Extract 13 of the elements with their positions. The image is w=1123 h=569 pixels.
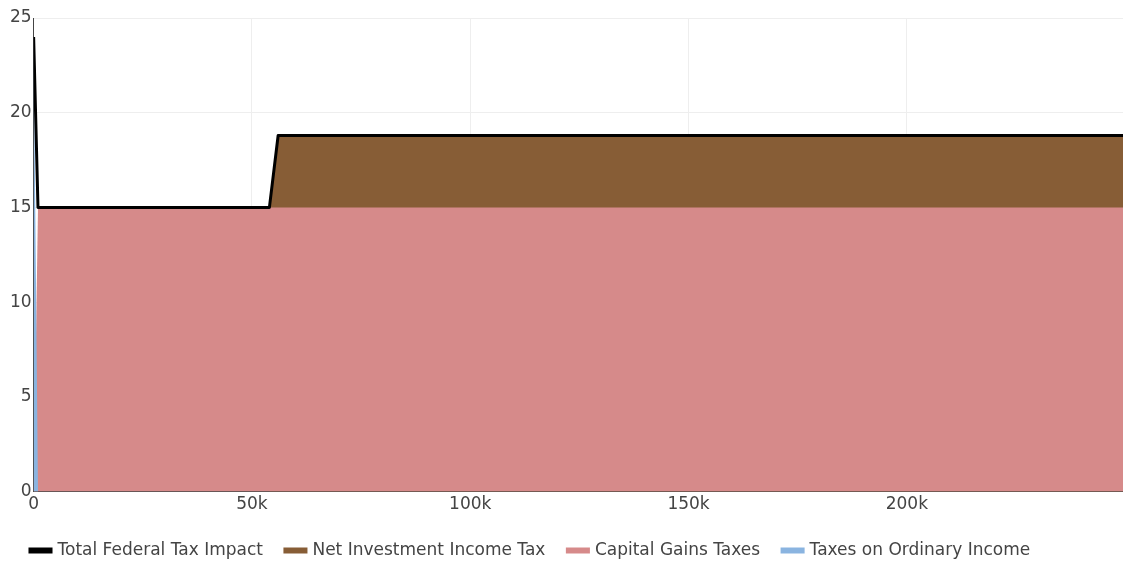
x-tick-label: 200k (885, 493, 929, 514)
y-tick-label: 10 (9, 290, 32, 311)
x-tick-label: 150k (667, 493, 710, 514)
y-tick-label: 20 (9, 101, 32, 122)
legend-label: Total Federal Tax Impact (56, 538, 264, 559)
legend-label: Taxes on Ordinary Income (808, 538, 1031, 559)
y-tick-label: 15 (9, 195, 32, 216)
x-tick-label: 100k (449, 493, 492, 514)
x-tick-label: 50k (236, 493, 268, 514)
legend-label: Net Investment Income Tax (312, 538, 546, 559)
y-tick-label: 5 (20, 385, 32, 406)
legend-label: Capital Gains Taxes (594, 538, 761, 559)
y-tick-label: 25 (9, 6, 32, 27)
